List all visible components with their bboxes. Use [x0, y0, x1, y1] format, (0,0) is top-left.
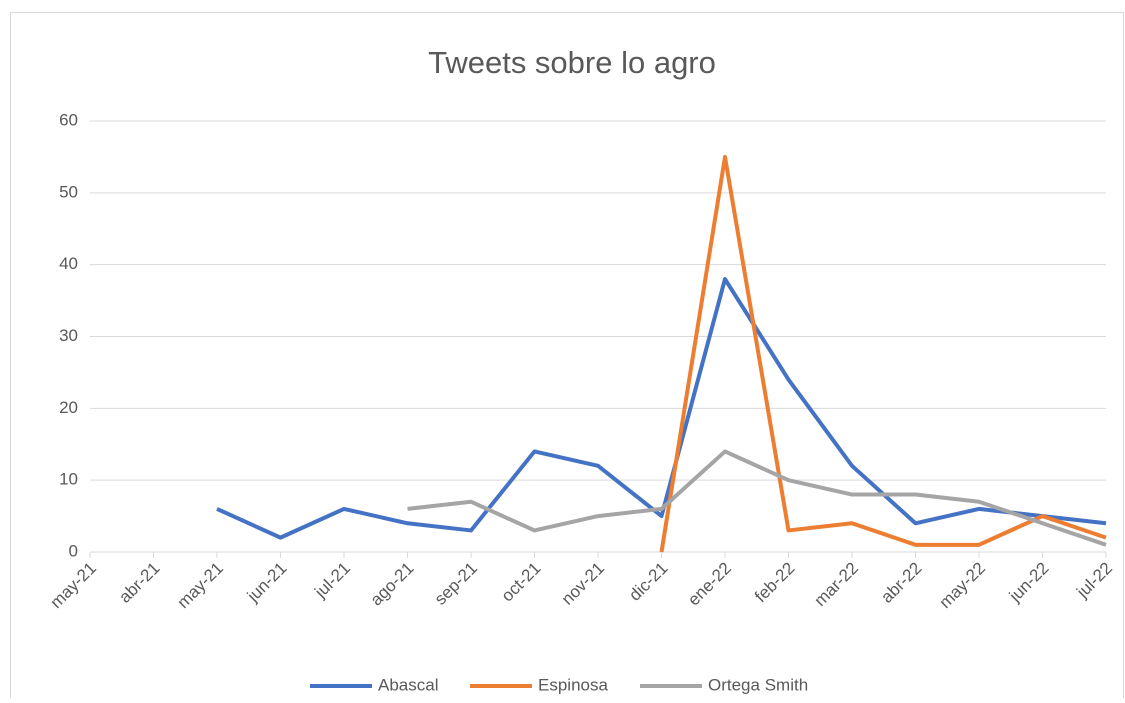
y-tick-label: 60 — [59, 110, 78, 129]
chart-border — [10, 12, 1124, 703]
y-tick-label: 30 — [59, 326, 78, 345]
y-tick-label: 20 — [59, 398, 78, 417]
series-line — [216, 277, 1107, 540]
y-tick-label: 40 — [59, 254, 78, 273]
series-line — [407, 449, 1107, 547]
y-tick-label: 0 — [69, 541, 78, 560]
legend-label: Ortega Smith — [708, 675, 808, 694]
chart-title: Tweets sobre lo agro — [428, 45, 716, 80]
y-tick-label: 50 — [59, 182, 78, 201]
legend-label: Abascal — [378, 675, 438, 694]
legend-label: Espinosa — [538, 675, 608, 694]
y-tick-label: 10 — [59, 470, 78, 489]
